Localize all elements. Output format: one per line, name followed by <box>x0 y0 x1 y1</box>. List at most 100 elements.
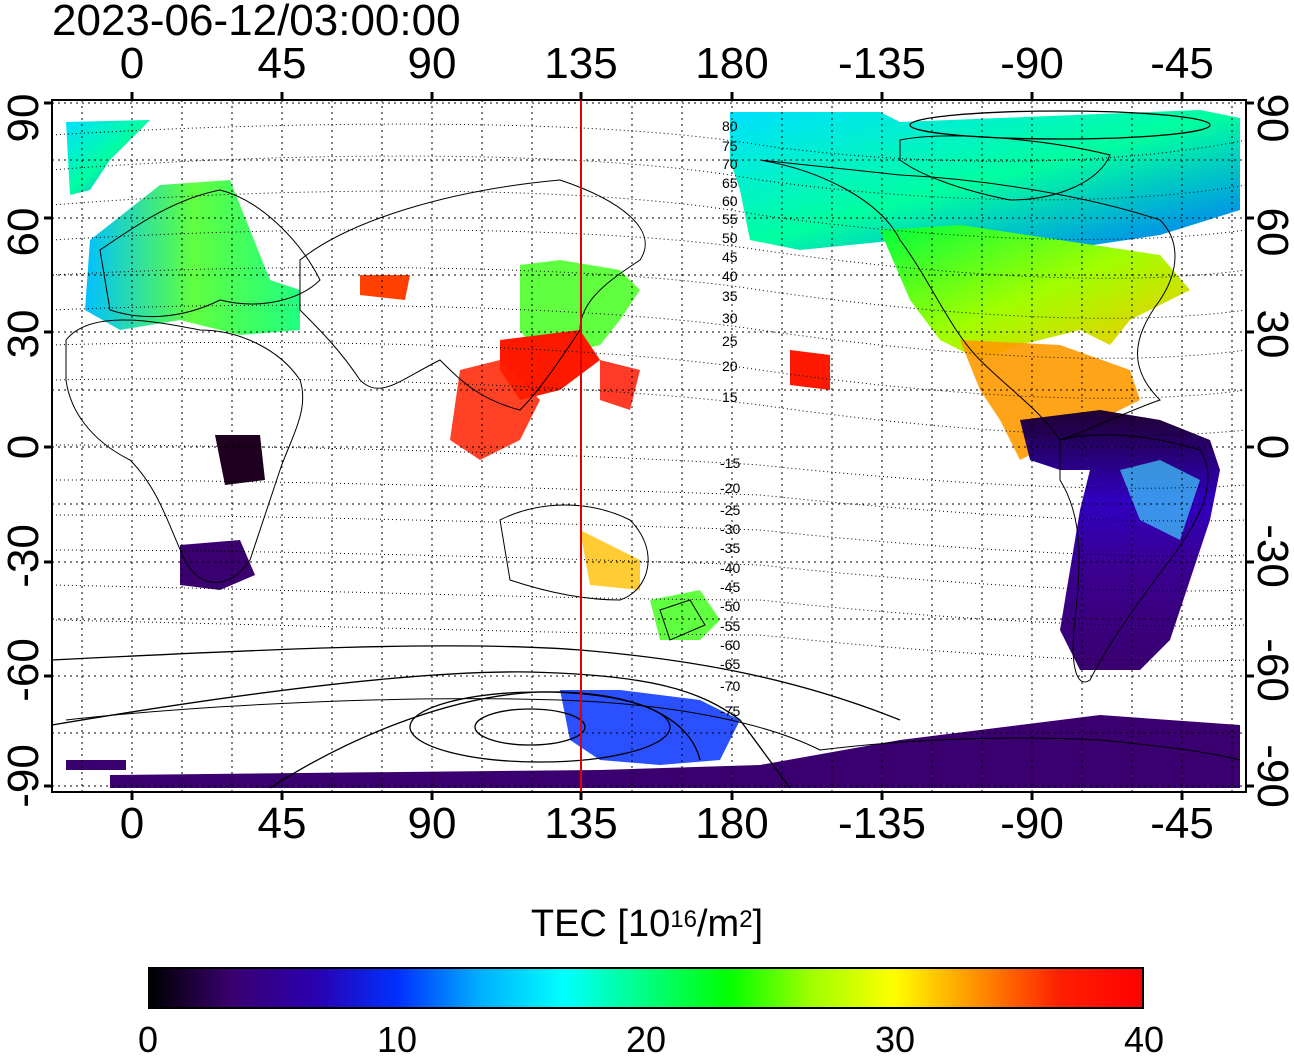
tec-patch-east-australia <box>580 530 640 590</box>
colorbar-label: 0 <box>137 1019 159 1060</box>
contour-label: 55 <box>722 211 738 227</box>
colorbar-title-exponent: 2 <box>739 906 753 933</box>
timestamp: 2023-06-12/03:00:00 <box>52 0 461 45</box>
coastlines <box>65 135 1241 761</box>
lat-tick-right: 0 <box>1248 434 1294 460</box>
lat-tick-left: -60 <box>0 638 48 702</box>
lon-tick-top: 180 <box>695 39 769 88</box>
tec-patch-central-america <box>960 340 1140 460</box>
antarctica-outline <box>65 698 1241 761</box>
magnetic-pole-contours <box>51 110 1211 789</box>
lon-tick-bottom: 90 <box>407 799 457 848</box>
contour-label: -30 <box>720 521 740 537</box>
lon-tick-bottom: 180 <box>695 799 769 848</box>
contour-label: -40 <box>720 560 740 576</box>
lon-tick-bottom: -135 <box>837 799 927 848</box>
contour-label: -15 <box>720 455 740 471</box>
lon-tick-top: -135 <box>837 39 927 88</box>
colorbar <box>148 967 1144 1009</box>
contour-label: 15 <box>722 389 738 405</box>
lat-tick-left: 60 <box>0 207 48 257</box>
europe-outline <box>99 189 321 317</box>
north-america-outline <box>759 159 1176 441</box>
contour-labels: 80 75 70 65 60 55 50 45 40 35 30 25 20 1… <box>720 118 740 719</box>
asia-outline <box>299 179 646 411</box>
lat-tick-right: 60 <box>1248 207 1294 257</box>
tec-patch-hawaii <box>790 350 830 390</box>
contour-label: 50 <box>722 230 738 246</box>
tec-patch-antarctica <box>110 715 1240 788</box>
colorbar-title-exponent: 16 <box>670 906 697 933</box>
colorbar-title: TEC [1016/m2] <box>0 902 1294 946</box>
magnetic-contours <box>51 123 1247 662</box>
tec-patch-southeast-asia <box>450 360 540 460</box>
lat-tick-left: 30 <box>0 309 48 359</box>
lon-tick-top: -45 <box>1150 39 1214 88</box>
contour-label: 25 <box>722 333 738 349</box>
contour-label: 80 <box>722 118 738 134</box>
contour-label: -45 <box>720 579 740 595</box>
tec-data-layer <box>66 110 1240 788</box>
lon-tick-top: 45 <box>257 39 307 88</box>
contour-label: 75 <box>722 138 738 154</box>
greenland-outline <box>899 135 1111 201</box>
lon-tick-top: 135 <box>544 39 618 88</box>
tec-patch-arctic <box>730 110 1240 250</box>
lat-tick-left: -90 <box>0 744 48 808</box>
contour-label: -25 <box>720 502 740 518</box>
lat-tick-right: 30 <box>1248 309 1294 359</box>
contour-label: -50 <box>720 598 740 614</box>
frame-ticks <box>44 92 1254 800</box>
graticule <box>52 100 1246 792</box>
contour-label: -20 <box>720 480 740 496</box>
australia-outline <box>499 504 649 601</box>
tec-patch-central-asia <box>360 275 410 300</box>
lon-tick-bottom: -90 <box>1000 799 1064 848</box>
contour-label: 35 <box>722 288 738 304</box>
lat-tick-left: -30 <box>0 524 48 588</box>
lat-tick-right: 90 <box>1248 93 1294 143</box>
contour-label: -65 <box>720 656 740 672</box>
colorbar-label: 10 <box>376 1019 418 1060</box>
lat-tick-right: -30 <box>1248 524 1294 588</box>
lat-tick-right: -90 <box>1248 744 1294 808</box>
colorbar-title-unit: /m <box>696 903 740 945</box>
tec-patch-new-zealand <box>650 590 720 640</box>
lat-tick-left: 0 <box>0 434 48 460</box>
contour-label: 30 <box>722 310 738 326</box>
contour-label: 65 <box>722 175 738 191</box>
tec-patch-north-atlantic <box>66 120 150 195</box>
lon-tick-bottom: 135 <box>544 799 618 848</box>
lat-tick-left: 90 <box>0 93 48 143</box>
contour-label: 20 <box>722 358 738 374</box>
south-america-outline <box>1059 434 1209 683</box>
tec-patch-sa-cyan <box>1120 460 1200 540</box>
colorbar-label: 40 <box>1123 1019 1165 1060</box>
contour-label: -60 <box>720 637 740 653</box>
tec-patch-japan-south <box>500 330 600 400</box>
lon-tick-top: 90 <box>407 39 457 88</box>
new-zealand-outline <box>659 599 706 641</box>
colorbar-title-prefix: TEC [10 <box>530 903 671 945</box>
contour-label: 45 <box>722 249 738 265</box>
tec-patch-west-pacific <box>600 360 640 410</box>
lon-tick-top: -90 <box>1000 39 1064 88</box>
lat-tick-right: -60 <box>1248 638 1294 702</box>
colorbar-label: 30 <box>874 1019 916 1060</box>
tec-patch-antarctica-west <box>66 760 126 770</box>
colorbar-title-suffix: ] <box>752 903 764 945</box>
contour-label: 40 <box>722 268 738 284</box>
tec-patch-north-america <box>880 225 1190 360</box>
contour-label: -75 <box>720 703 740 719</box>
contour-label: 60 <box>722 193 738 209</box>
contour-label: -35 <box>720 540 740 556</box>
tec-patch-europe <box>85 180 300 335</box>
lon-tick-bottom: 45 <box>257 799 307 848</box>
africa-outline <box>65 319 304 583</box>
contour-label: 70 <box>722 156 738 172</box>
colorbar-label: 20 <box>625 1019 667 1060</box>
contour-label: -55 <box>720 618 740 634</box>
lon-tick-bottom: 0 <box>119 799 145 848</box>
lon-tick-bottom: -45 <box>1150 799 1214 848</box>
